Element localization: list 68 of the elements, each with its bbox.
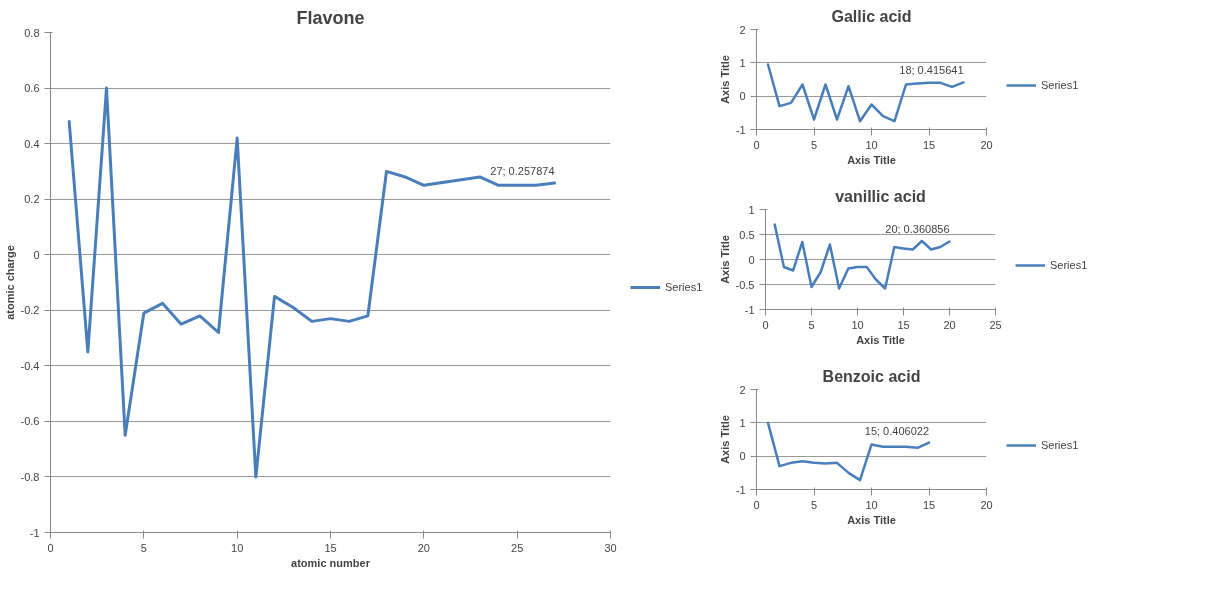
x-tick-label: 10 xyxy=(865,138,878,151)
y-tick-label: -0.4 xyxy=(20,359,40,372)
data-label: 20; 0.360856 xyxy=(885,223,950,236)
legend-label: Series1 xyxy=(665,280,703,293)
y-tick-label: 2 xyxy=(739,23,746,36)
x-axis-title: Axis Title xyxy=(856,333,905,346)
y-tick-label: 1 xyxy=(739,56,746,69)
legend-label: Series1 xyxy=(1041,439,1079,451)
x-tick-label: 5 xyxy=(140,541,147,554)
y-axis-title: Axis Title xyxy=(718,55,731,104)
y-tick-label: -0.5 xyxy=(735,278,755,291)
y-tick-label: 0.2 xyxy=(24,193,40,206)
y-tick-label: 1 xyxy=(748,203,755,216)
data-label: 18; 0.415641 xyxy=(899,64,964,77)
line-series xyxy=(67,86,556,479)
x-tick-label: 20 xyxy=(943,318,956,331)
y-tick-label: -1 xyxy=(744,303,755,316)
line-series xyxy=(766,421,931,482)
x-tick-label: 15 xyxy=(922,138,936,151)
x-tick-label: 15 xyxy=(922,498,936,511)
x-axis-title: atomic number xyxy=(291,556,371,569)
y-tick-label: -0.8 xyxy=(20,470,40,483)
y-axis-title: Axis Title xyxy=(718,235,731,284)
y-axis-title: Axis Title xyxy=(718,415,731,464)
y-tick-label: 0.5 xyxy=(739,228,755,241)
x-tick-label: 25 xyxy=(511,541,524,554)
x-tick-label: 5 xyxy=(808,318,815,331)
x-tick-label: 25 xyxy=(989,318,1002,331)
y-tick-label: 0.4 xyxy=(24,137,40,150)
legend-label: Series1 xyxy=(1050,259,1088,271)
y-tick-label: -0.6 xyxy=(20,415,40,428)
y-tick-label: -1 xyxy=(735,483,746,496)
chart-title: vanillic acid xyxy=(835,187,926,205)
y-tick-label: 2 xyxy=(739,383,746,396)
x-tick-label: 15 xyxy=(324,541,337,554)
y-tick-label: 0 xyxy=(33,248,40,261)
x-tick-label: 5 xyxy=(810,138,818,151)
y-tick-label: 0.6 xyxy=(24,82,40,95)
y-tick-label: 0 xyxy=(748,253,755,266)
y-tick-label: -0.2 xyxy=(20,304,40,317)
chart-title: Gallic acid xyxy=(831,7,912,25)
x-axis-title: Axis Title xyxy=(847,513,896,526)
x-tick-label: 0 xyxy=(47,541,54,554)
data-label: 27; 0.257874 xyxy=(490,165,555,178)
line-series xyxy=(766,63,965,123)
chart-title: Flavone xyxy=(296,7,365,28)
y-tick-label: 0.8 xyxy=(24,26,40,39)
y-tick-label: 0 xyxy=(739,90,746,103)
x-tick-label: 10 xyxy=(851,318,864,331)
line-series xyxy=(773,223,951,290)
x-tick-label: 20 xyxy=(417,541,430,554)
y-tick-label: -1 xyxy=(29,526,40,539)
x-tick-label: 10 xyxy=(231,541,244,554)
x-tick-label: 30 xyxy=(604,541,617,554)
x-axis-title: Axis Title xyxy=(847,153,896,166)
chart-title: Benzoic acid xyxy=(822,367,921,385)
x-tick-label: 15 xyxy=(897,318,910,331)
x-tick-label: 10 xyxy=(865,498,878,511)
x-tick-label: 5 xyxy=(810,498,818,511)
data-label: 15; 0.406022 xyxy=(864,424,930,437)
y-tick-label: 1 xyxy=(739,416,746,429)
y-tick-label: -1 xyxy=(735,123,746,136)
x-tick-label: 20 xyxy=(980,498,993,511)
x-tick-label: 0 xyxy=(762,318,769,331)
legend-label: Series1 xyxy=(1041,79,1079,91)
y-axis-title: atomic charge xyxy=(3,245,16,320)
y-tick-label: 0 xyxy=(739,450,746,463)
x-tick-label: 20 xyxy=(980,138,993,151)
